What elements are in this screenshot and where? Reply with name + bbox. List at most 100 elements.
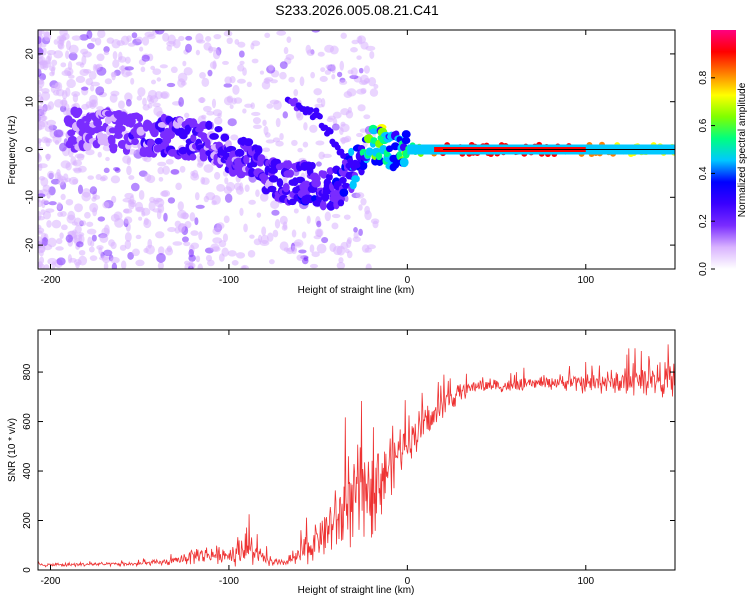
spectrogram-noise-blob bbox=[104, 78, 113, 85]
spectrogram-noise-blob bbox=[131, 248, 140, 257]
spectrogram-noise-blob bbox=[96, 245, 104, 250]
spectrogram-noise-blob bbox=[296, 254, 304, 261]
spectrogram-noise-blob bbox=[244, 184, 250, 193]
spectrogram-noise-blob bbox=[91, 234, 97, 242]
spectrogram-noise-blob bbox=[368, 76, 377, 87]
spectrogram-noise-blob bbox=[150, 79, 157, 85]
spectrogram-noise-blob bbox=[347, 106, 352, 114]
spectrogram-noise-blob bbox=[188, 260, 194, 268]
spectrogram-noise-blob bbox=[331, 222, 339, 230]
spectrogram-ridge-blob bbox=[154, 137, 164, 145]
spectrogram-noise-blob bbox=[331, 123, 340, 131]
spectrogram-noise-blob bbox=[242, 108, 247, 114]
spectrogram-noise-blob bbox=[39, 120, 49, 128]
spectrogram-noise-blob bbox=[43, 31, 52, 42]
spectrogram-noise-blob bbox=[199, 72, 206, 79]
spectrogram-noise-blob bbox=[138, 189, 145, 200]
spectrogram-noise-blob bbox=[283, 46, 289, 55]
spectrogram-noise-blob bbox=[372, 220, 379, 229]
spectrogram-noise-blob bbox=[91, 99, 98, 108]
spectrogram-noise-blob bbox=[343, 214, 351, 220]
spectrogram-noise-blob bbox=[54, 98, 64, 108]
snr-xtick-label: 100 bbox=[577, 576, 594, 587]
spectrogram-noise-blob bbox=[356, 88, 367, 95]
spectrogram-noise-blob bbox=[265, 139, 275, 144]
spectrogram-ridge-blob bbox=[338, 176, 347, 184]
spectrogram-noise-blob bbox=[76, 241, 84, 248]
spectrogram-noise-blob bbox=[325, 64, 332, 70]
spectrogram-noise-blob bbox=[230, 134, 239, 141]
spectrogram-noise-blob bbox=[359, 80, 369, 86]
spectrogram-noise-blob bbox=[57, 178, 65, 186]
spectrogram-noise-blob bbox=[179, 165, 186, 173]
spectrogram-noise-blob bbox=[38, 94, 44, 102]
spectrogram-noise-blob bbox=[117, 100, 125, 110]
spectrogram-noise-blob bbox=[249, 234, 255, 239]
spectrogram-noise-blob bbox=[189, 212, 196, 222]
spectrogram-noise-blob bbox=[182, 60, 187, 67]
spectrogram-noise-blob bbox=[185, 43, 192, 53]
spectrogram-noise-blob bbox=[356, 132, 363, 138]
spectrogram-noise-blob bbox=[291, 245, 298, 255]
spectrogram-noise-blob bbox=[77, 184, 84, 195]
spectrogram-ridge-blob bbox=[286, 169, 294, 178]
spectrogram-noise-blob bbox=[232, 84, 240, 95]
spectrogram-noise-blob bbox=[152, 197, 163, 203]
spectrogram-noise-blob bbox=[38, 56, 46, 65]
spectrogram-noise-blob bbox=[50, 84, 56, 94]
colorbar-gradient bbox=[711, 30, 736, 269]
spectrogram-noise-blob bbox=[279, 61, 288, 69]
spectrogram-noise-blob bbox=[74, 203, 83, 213]
spectrogram-noise-blob bbox=[152, 68, 162, 75]
spectrogram-noise-blob bbox=[135, 234, 142, 240]
spectrogram-noise-blob bbox=[195, 49, 201, 56]
spectrogram-noise-blob bbox=[336, 245, 346, 256]
spectrogram-ridge-blob bbox=[109, 144, 118, 154]
spectrogram-noise-blob bbox=[358, 204, 363, 211]
spectrogram-noise-blob bbox=[57, 39, 64, 49]
spectrogram-ridge-blob bbox=[76, 107, 83, 116]
spectrogram-ridge-blob bbox=[254, 145, 263, 155]
spectrogram-ridge-blob bbox=[93, 119, 103, 127]
spectrogram-noise-blob bbox=[125, 98, 132, 107]
spectrogram-noise-blob bbox=[355, 192, 365, 199]
spectrogram-noise-blob bbox=[264, 132, 271, 138]
spectrogram-noise-blob bbox=[331, 73, 336, 80]
spectrogram-noise-blob bbox=[166, 44, 173, 51]
spectrogram-xlabel: Height of straight line (km) bbox=[298, 285, 415, 296]
spectrogram-noise-blob bbox=[109, 93, 118, 103]
spectrogram-ridge-blob bbox=[108, 137, 116, 145]
spectrogram-noise-blob bbox=[270, 79, 278, 84]
spectrogram-noise-blob bbox=[38, 152, 41, 163]
spectrogram-noise-blob bbox=[46, 49, 57, 55]
spectrogram-noise-blob bbox=[66, 78, 76, 89]
spectrogram-xtick-label: -200 bbox=[40, 275, 60, 286]
spectrogram-noise-blob bbox=[75, 61, 84, 66]
spectrogram-noise-blob bbox=[97, 151, 102, 158]
spectrogram-ridge-blob bbox=[189, 153, 197, 161]
spectrogram-noise-blob bbox=[223, 30, 233, 37]
spectrogram-noise-blob bbox=[130, 77, 135, 85]
spectrogram-noise-blob bbox=[38, 243, 45, 248]
spectrogram-noise-blob bbox=[264, 32, 271, 39]
spectrogram-noise-blob bbox=[119, 244, 127, 251]
spectrogram-noise-blob bbox=[206, 110, 215, 116]
spectrogram-ridge-blob bbox=[319, 200, 327, 211]
spectrogram-ridge-blob bbox=[104, 110, 113, 117]
spectrogram-noise-blob bbox=[358, 228, 363, 237]
spectrogram-noise-blob bbox=[68, 44, 79, 54]
spectrogram-noise-blob bbox=[326, 117, 334, 123]
spectrogram-noise-blob bbox=[68, 176, 79, 185]
spectrogram-noise-blob bbox=[299, 76, 305, 87]
spectrogram-noise-blob bbox=[178, 35, 185, 42]
spectrogram-noise-blob bbox=[40, 209, 46, 215]
spectrogram-noise-blob bbox=[303, 122, 308, 131]
spectrogram-ridge-blob bbox=[243, 154, 250, 165]
spectrogram-noise-blob bbox=[142, 36, 150, 46]
spectrogram-noise-blob bbox=[241, 265, 247, 269]
spectrogram-noise-blob bbox=[239, 207, 244, 217]
spectrogram-noise-blob bbox=[88, 71, 97, 80]
spectrogram-noise-blob bbox=[369, 88, 379, 97]
spectrogram-noise-blob bbox=[86, 42, 95, 50]
